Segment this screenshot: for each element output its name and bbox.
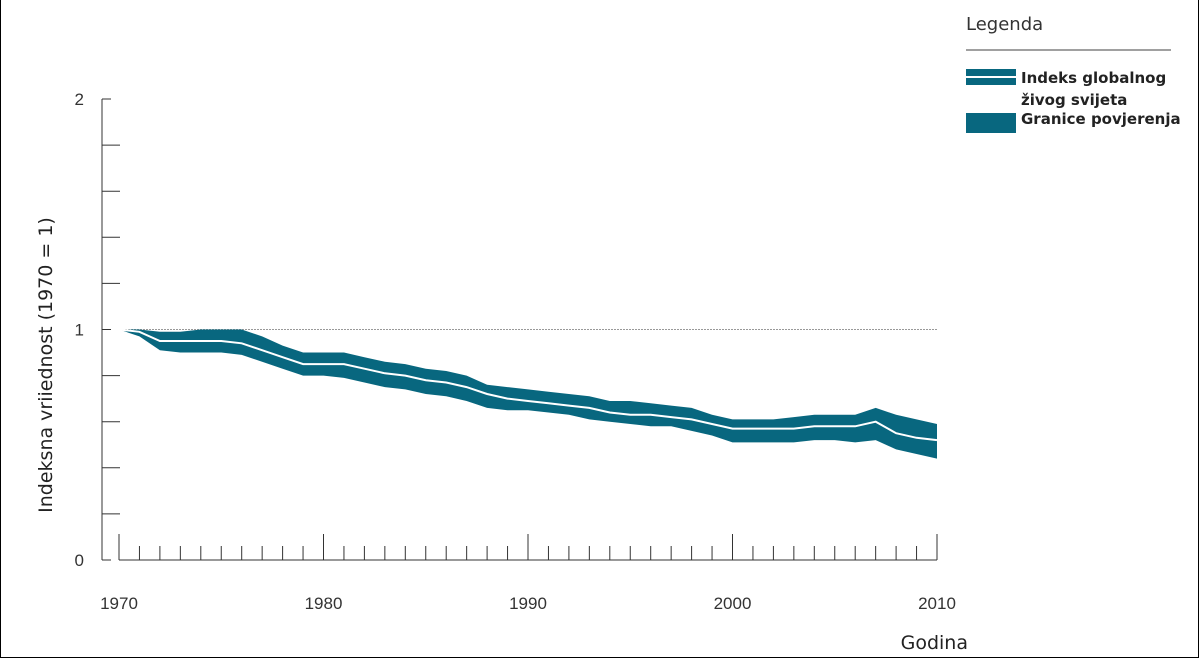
index-line	[118, 328, 938, 442]
legend-swatch-band	[966, 113, 1016, 133]
plot-area	[118, 328, 938, 459]
legend-label-band: Granice povjerenja	[1021, 110, 1181, 128]
legend-label-index-2: živog svijeta	[1021, 91, 1127, 109]
x-tick-label: 2010	[918, 594, 956, 613]
x-tick-label: 1970	[100, 594, 138, 613]
legend-swatch-index	[966, 69, 1016, 85]
y-axis: 0 1 2	[75, 90, 120, 570]
y-tick-label: 2	[75, 90, 84, 109]
x-axis: 1970 1980 1990 2000 2010	[100, 534, 956, 613]
x-tick-label: 2000	[714, 594, 752, 613]
y-tick-label: 0	[75, 551, 84, 570]
y-axis-label: Indeksna vriiednost (1970 = 1)	[35, 217, 57, 513]
x-axis-label: Godina	[901, 632, 968, 654]
x-tick-label: 1990	[509, 594, 547, 613]
legend-title: Legenda	[966, 14, 1043, 35]
x-tick-label: 1980	[305, 594, 343, 613]
y-tick-label: 1	[75, 321, 84, 340]
legend: Legenda Indeks globalnog živog svijeta G…	[966, 14, 1181, 133]
legend-label-index-1: Indeks globalnog	[1021, 69, 1166, 87]
confidence-band	[119, 329, 937, 459]
